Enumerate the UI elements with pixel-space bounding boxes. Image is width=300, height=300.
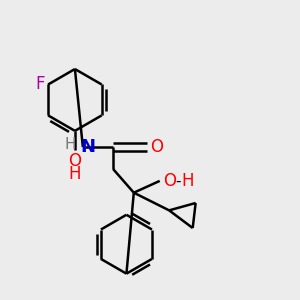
Text: N: N	[81, 138, 96, 156]
Text: O: O	[150, 138, 163, 156]
Text: O: O	[163, 172, 176, 190]
Text: F: F	[35, 76, 45, 94]
Text: H: H	[69, 165, 81, 183]
Text: H: H	[65, 137, 76, 152]
Text: O: O	[68, 152, 81, 170]
Text: H: H	[182, 172, 194, 190]
Text: -: -	[176, 173, 181, 188]
